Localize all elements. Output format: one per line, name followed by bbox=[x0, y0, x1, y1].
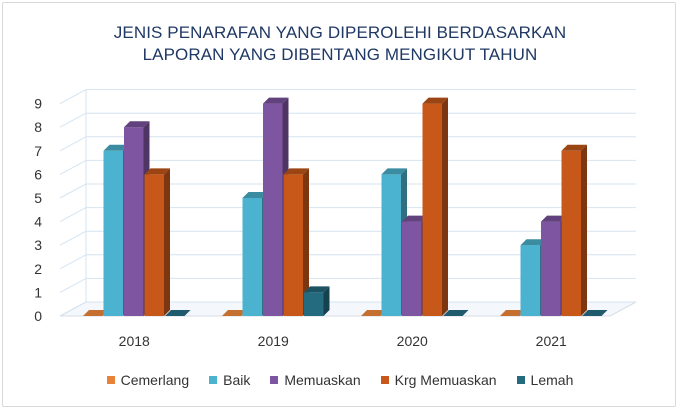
y-tick-label: 4 bbox=[34, 214, 42, 230]
bar-top bbox=[144, 168, 170, 175]
gridline-side bbox=[59, 159, 87, 175]
bar-side bbox=[581, 144, 587, 316]
legend-label: Memuaskan bbox=[284, 372, 361, 388]
y-tick-label: 0 bbox=[34, 308, 42, 324]
bar-top bbox=[103, 144, 129, 151]
bar-front bbox=[541, 221, 561, 316]
gridline-side bbox=[59, 136, 87, 152]
bar-front bbox=[283, 174, 303, 316]
bar-front bbox=[103, 150, 123, 316]
bar-top bbox=[263, 97, 289, 104]
legend-label: Cemerlang bbox=[120, 372, 190, 388]
legend-swatch bbox=[380, 376, 389, 384]
y-tick-label: 5 bbox=[34, 190, 42, 206]
bar-zero bbox=[83, 310, 109, 316]
bar-top bbox=[242, 192, 268, 198]
bar-top bbox=[124, 121, 150, 128]
gridline-side bbox=[59, 112, 87, 128]
gridline-side bbox=[59, 89, 87, 105]
chart-title-line-1: JENIS PENARAFAN YANG DIPEROLEHI BERDASAR… bbox=[113, 23, 567, 42]
y-tick-label: 3 bbox=[34, 237, 42, 253]
bar-front bbox=[144, 174, 164, 316]
bar-front bbox=[124, 127, 144, 316]
bar-front bbox=[422, 103, 442, 316]
legend-item: Krg Memuaskan bbox=[380, 372, 497, 388]
bar-top bbox=[520, 239, 546, 246]
bar-front bbox=[304, 292, 324, 316]
legend-item: Baik bbox=[209, 372, 250, 388]
bar-zero bbox=[582, 310, 608, 316]
y-tick-label: 2 bbox=[34, 261, 42, 277]
bar-zero bbox=[165, 310, 191, 316]
legend-label: Krg Memuaskan bbox=[394, 372, 497, 388]
gridline-side bbox=[59, 301, 87, 317]
bar-front bbox=[402, 221, 422, 316]
y-tick-label: 7 bbox=[34, 143, 42, 159]
bar-front bbox=[263, 103, 283, 316]
legend-label: Lemah bbox=[530, 372, 574, 388]
x-tick-label: 2018 bbox=[119, 333, 150, 349]
bar-front bbox=[242, 198, 262, 316]
x-tick-label: 2019 bbox=[258, 333, 289, 349]
y-tick-label: 8 bbox=[34, 119, 42, 135]
gridline-side bbox=[59, 254, 87, 270]
bar-top bbox=[541, 215, 567, 222]
chart-legend: Cemerlang Baik Memuaskan Krg Memuaskan Lemah bbox=[0, 369, 680, 391]
bar-front bbox=[561, 150, 581, 316]
bar-top bbox=[283, 168, 309, 175]
legend-swatch bbox=[270, 376, 279, 384]
bar-zero bbox=[443, 310, 469, 316]
bar-top bbox=[402, 215, 428, 222]
gridline-side bbox=[59, 183, 87, 199]
legend-swatch bbox=[516, 376, 525, 384]
chart-title-line-2: LAPORAN YANG DIBENTANG MENGIKUT TAHUN bbox=[142, 45, 538, 64]
legend-label: Baik bbox=[223, 372, 251, 388]
y-tick-label: 1 bbox=[34, 284, 42, 300]
gridline-side bbox=[59, 277, 87, 293]
x-tick-label: 2021 bbox=[536, 333, 567, 349]
chart-title: JENIS PENARAFAN YANG DIPEROLEHI BERDASAR… bbox=[0, 22, 680, 66]
bar-side bbox=[303, 168, 309, 316]
bar-side bbox=[164, 168, 170, 316]
bar-zero bbox=[500, 310, 526, 316]
gridline-side bbox=[59, 207, 87, 223]
bar-top bbox=[304, 286, 330, 293]
bar-top bbox=[381, 168, 407, 175]
gridline-side bbox=[59, 230, 87, 246]
legend-item: Lemah bbox=[516, 372, 574, 388]
bar-top bbox=[561, 144, 587, 151]
bar-front bbox=[520, 245, 540, 316]
bar-top bbox=[422, 97, 448, 104]
bar-side bbox=[442, 97, 448, 316]
y-tick-label: 6 bbox=[34, 166, 42, 182]
bar-zero bbox=[222, 310, 248, 316]
bar-front bbox=[381, 174, 401, 316]
legend-item: Cemerlang bbox=[106, 372, 190, 388]
x-tick-label: 2020 bbox=[397, 333, 428, 349]
legend-swatch bbox=[209, 376, 218, 384]
bar-side bbox=[323, 286, 330, 316]
bar-zero bbox=[361, 310, 387, 316]
legend-swatch bbox=[106, 376, 115, 384]
y-tick-label: 9 bbox=[34, 96, 42, 112]
legend-item: Memuaskan bbox=[270, 372, 361, 388]
